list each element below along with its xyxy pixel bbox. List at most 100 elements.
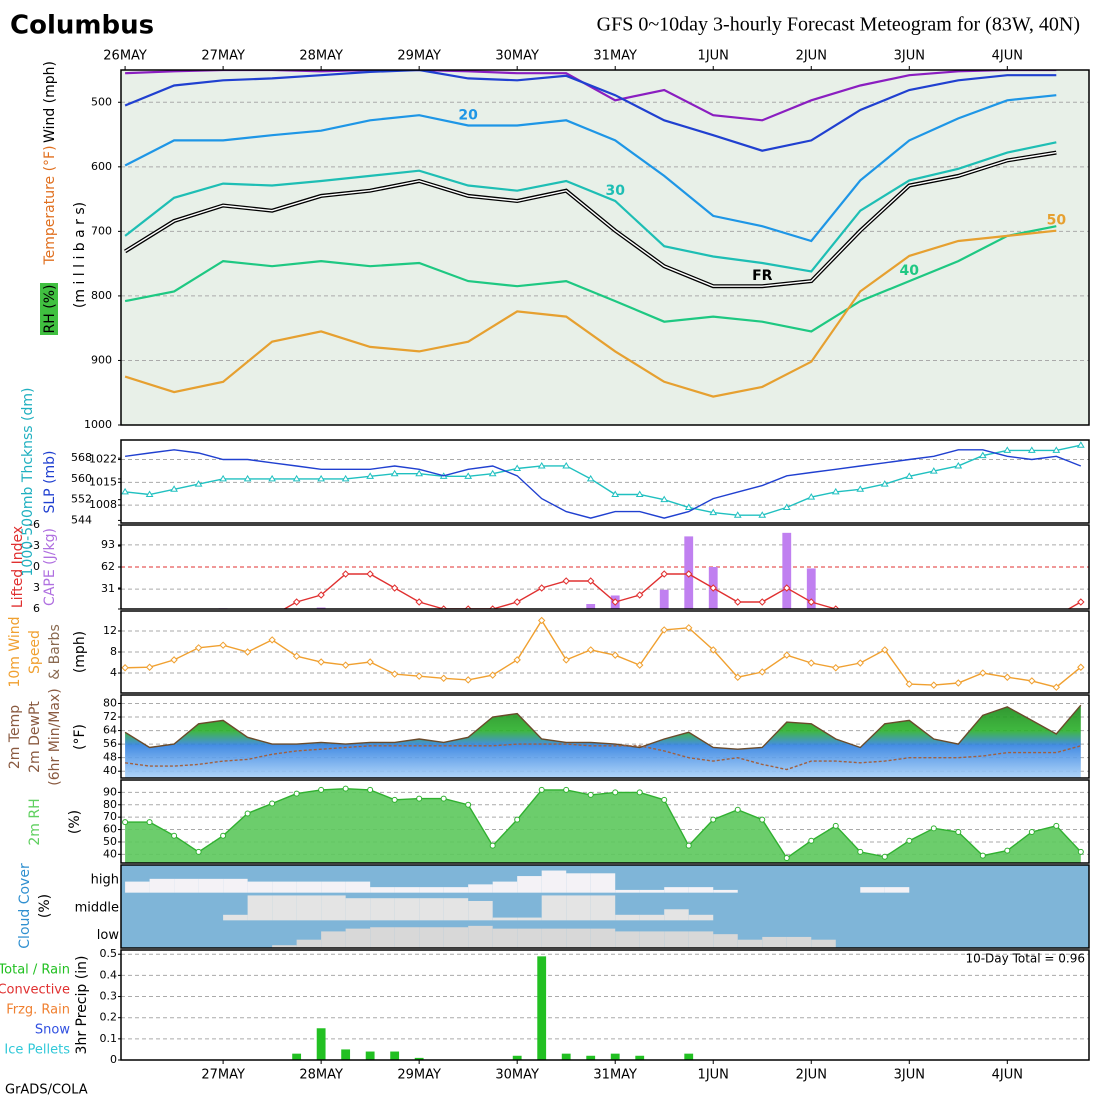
cloud-bar [639, 889, 665, 893]
contour-line [124, 225, 1057, 333]
cloud-bar [517, 928, 542, 948]
plot-area [121, 702, 1089, 778]
y-tick-label: 0.5 [100, 947, 118, 960]
y-tick-label: 90 [103, 785, 117, 798]
series-line [125, 444, 1081, 516]
cloud-bar [615, 931, 640, 948]
marker [416, 795, 423, 802]
cloud-bar [688, 914, 714, 921]
contour-line [124, 229, 1057, 398]
marker [390, 584, 399, 592]
axis-label: 3hr Precip (in) [74, 956, 90, 1055]
y-tick-label: 3 [33, 581, 40, 594]
line-highlight [124, 151, 1057, 287]
marker [612, 789, 619, 796]
marker [709, 646, 717, 654]
marker [537, 461, 546, 469]
y-tick-label: 70 [103, 810, 117, 823]
cloud-bar [492, 917, 518, 921]
marker [220, 832, 227, 839]
marker [243, 474, 252, 482]
plot-area [121, 532, 1089, 619]
cloud-bar [125, 881, 150, 893]
y-tick-label: 0.4 [100, 968, 118, 981]
marker [170, 485, 178, 492]
marker [194, 644, 203, 652]
axis-label: Wind (mph) [42, 61, 58, 143]
marker [906, 837, 913, 844]
cloud-bar [345, 928, 371, 948]
legend-entry: Ice Pellets [4, 1043, 70, 1058]
marker [782, 503, 791, 510]
x-tick-label: 27MAY [201, 1068, 245, 1083]
x-tick-label: 29MAY [397, 49, 441, 64]
marker [145, 490, 154, 497]
marker [367, 786, 374, 793]
marker [390, 469, 399, 477]
marker [464, 472, 473, 479]
y-tick-label: 700 [91, 224, 112, 237]
background [121, 70, 1089, 425]
y-tick-label: 64 [103, 724, 117, 737]
series-line [124, 704, 1082, 750]
axis-label: (m i l l i b a r s) [72, 202, 88, 308]
marker [269, 613, 275, 619]
marker [930, 681, 938, 689]
marker [464, 676, 472, 684]
series-line [125, 787, 1082, 859]
marker [341, 661, 350, 669]
bar [684, 1053, 694, 1060]
cloud-bar [566, 895, 591, 921]
marker [636, 789, 643, 796]
cloud-bar [419, 887, 444, 893]
marker [537, 616, 546, 625]
bar [512, 1055, 522, 1060]
category-label: low [97, 928, 120, 943]
bar [561, 1053, 571, 1060]
x-tick-label: 31MAY [593, 49, 637, 64]
marker [636, 591, 644, 599]
marker [318, 786, 325, 793]
contour-label: 30 [605, 183, 625, 199]
cloud-bar [443, 898, 469, 921]
marker [882, 613, 888, 619]
cloud-bar [688, 887, 714, 893]
marker [1003, 673, 1012, 681]
marker [954, 679, 963, 687]
marker [881, 853, 888, 860]
marker [660, 626, 668, 634]
marker [292, 652, 301, 660]
marker [733, 511, 742, 518]
y-tick-label: 0.3 [100, 990, 118, 1003]
y-tick-label: 62 [101, 560, 115, 573]
axis-label: (mph) [72, 631, 88, 673]
y-tick-label: 0 [110, 1053, 117, 1066]
marker [415, 469, 424, 477]
marker [122, 819, 129, 826]
marker [122, 613, 128, 619]
marker [1029, 613, 1035, 619]
cloud-bar [468, 884, 493, 893]
contour-label: 20 [458, 108, 478, 124]
cloud-bar [370, 927, 395, 948]
cloud-bar [443, 927, 469, 948]
x-tick-label: 4JUN [992, 49, 1023, 64]
x-tick-label: 30MAY [495, 1068, 539, 1083]
bar [365, 1051, 375, 1060]
cloud-bar [272, 945, 297, 948]
x-tick-label: 30MAY [495, 49, 539, 64]
marker [880, 480, 889, 487]
marker [586, 474, 595, 482]
legend-entry: Total / Rain [0, 963, 70, 978]
marker [857, 848, 864, 855]
marker [758, 511, 767, 518]
series-line [125, 619, 1082, 688]
marker [586, 646, 595, 654]
y-tick-label: 500 [91, 95, 112, 108]
rh-label-bg [40, 283, 58, 335]
cloud-bar [419, 927, 444, 948]
y-tick-label: 60 [103, 823, 117, 836]
marker [1076, 441, 1085, 448]
axis-label: Speed [27, 630, 43, 674]
cloud-bar [664, 887, 689, 893]
